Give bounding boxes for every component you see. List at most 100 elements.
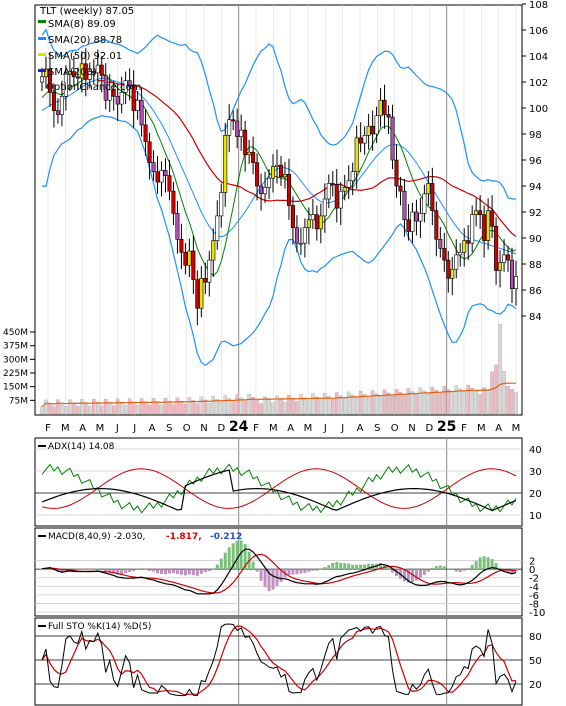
x-axis-label: N — [408, 423, 415, 434]
adx-tick-label: 10 — [529, 511, 542, 522]
volume-bar — [187, 397, 192, 415]
macd-tick-label: -10 — [529, 608, 545, 619]
macd-histogram-bar — [179, 569, 183, 575]
volume-tick-label: 375M — [3, 342, 28, 352]
macd-histogram-bar — [203, 569, 207, 573]
price-tick-label: 108 — [529, 0, 548, 11]
candle-body — [302, 227, 307, 244]
macd-histogram-bar — [215, 564, 219, 570]
volume-bar — [251, 397, 255, 415]
macd-histogram-bar — [243, 544, 247, 570]
volume-bar — [323, 393, 327, 415]
candle-body — [326, 183, 331, 200]
candle-body — [223, 135, 228, 193]
price-tick-label: 98 — [529, 130, 542, 141]
x-axis-label: J — [115, 423, 119, 434]
macd-histogram-bar — [100, 569, 104, 570]
volume-bar — [247, 393, 251, 415]
x-axis-label: J — [323, 423, 327, 434]
candle-body — [139, 99, 144, 126]
sto-tick-label: 80 — [529, 632, 542, 643]
volume-bar — [223, 395, 227, 415]
candle-body — [215, 215, 220, 241]
price-tick-label: 102 — [529, 78, 548, 89]
adx-minus-di-line — [41, 468, 517, 509]
macd-histogram-bar — [64, 569, 68, 572]
price-tick-label: 88 — [529, 260, 542, 271]
candle-body — [386, 114, 391, 118]
volume-bars — [40, 324, 518, 415]
volume-bar — [295, 401, 299, 415]
macd-histogram-bar — [490, 559, 494, 570]
macd-histogram-bar — [347, 563, 351, 570]
candle-body — [314, 214, 319, 230]
volume-bar — [72, 402, 76, 415]
candle-body — [79, 63, 84, 79]
macd-histogram-bar — [263, 569, 267, 588]
macd-histogram-bar — [482, 556, 486, 570]
macd-histogram-bar — [60, 569, 64, 574]
volume-average-line — [41, 382, 517, 408]
candle-body — [103, 75, 108, 101]
bollinger-lower-line — [41, 114, 517, 366]
macd-histogram-bar — [323, 566, 327, 570]
volume-tick-label: 450M — [3, 328, 28, 338]
macd-histogram-bar — [430, 567, 434, 570]
macd-histogram-bar — [466, 568, 470, 570]
macd-histogram-bar — [510, 569, 514, 575]
candle-body — [462, 240, 467, 253]
candle-body — [135, 99, 140, 111]
candle-body — [406, 219, 411, 232]
candle-body — [171, 190, 176, 214]
volume-bar — [506, 386, 510, 415]
candle-body — [231, 119, 236, 122]
candle-body — [434, 210, 439, 240]
x-axis-label: M — [96, 423, 105, 434]
volume-bar — [394, 388, 399, 415]
volume-bar — [307, 400, 311, 415]
candle-body — [179, 239, 184, 253]
candle-body — [294, 227, 299, 244]
macd-histogram-bar — [402, 569, 406, 582]
sto-panel — [34, 617, 523, 706]
candle-body — [227, 119, 232, 136]
volume-bar — [446, 389, 451, 415]
volume-bar — [56, 399, 60, 415]
volume-bar — [438, 393, 443, 415]
macd-histogram-bar — [239, 540, 243, 570]
volume-bar — [167, 401, 172, 415]
candlesticks — [39, 48, 518, 326]
candle-body — [358, 137, 363, 144]
volume-bar — [350, 394, 355, 415]
sma50-line — [97, 79, 517, 237]
candle-body — [450, 268, 455, 279]
macd-histogram-bar — [140, 568, 144, 570]
legend-swatch-sma8 — [38, 20, 46, 23]
macd-histogram-bar — [395, 569, 399, 577]
candle-body — [127, 80, 132, 87]
candle-body — [151, 162, 156, 173]
volume-bar — [422, 390, 427, 415]
macd-signal-value: -1.817, — [166, 532, 202, 542]
macd-line — [41, 548, 517, 595]
price-panel — [34, 4, 523, 416]
candle-body — [147, 141, 152, 163]
volume-bar — [131, 401, 136, 415]
volume-bar — [386, 392, 391, 415]
candle-body — [338, 190, 343, 209]
x-axis-label: S — [166, 423, 172, 434]
volume-bar — [139, 398, 144, 415]
volume-bar — [311, 393, 315, 415]
macd-histogram-bar — [128, 569, 132, 573]
candle-body — [83, 63, 88, 80]
candle-body — [298, 242, 303, 245]
candle-body — [286, 174, 291, 206]
macd-tick-label: -6 — [529, 591, 539, 602]
candle-body — [378, 99, 383, 117]
candle-body — [354, 137, 359, 172]
macd-histogram-bar — [92, 569, 96, 570]
macd-histogram-bar — [478, 557, 482, 570]
candle-body — [334, 184, 339, 209]
candle-body — [442, 248, 447, 261]
price-tick-label: 106 — [529, 26, 548, 37]
